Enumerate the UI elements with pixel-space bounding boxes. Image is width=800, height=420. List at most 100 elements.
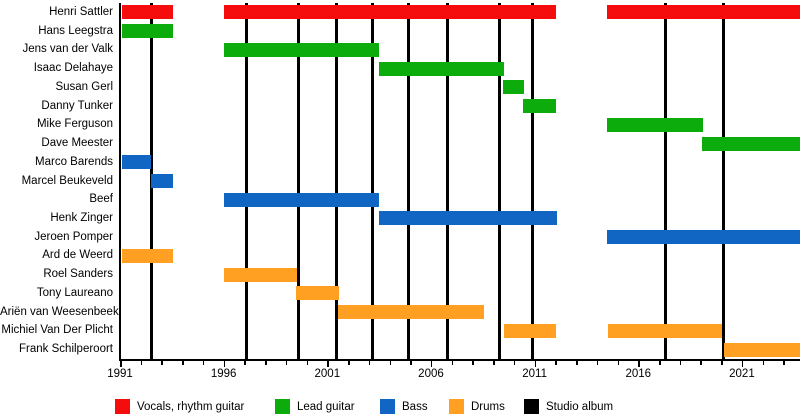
tick-label: 2006 <box>418 368 444 380</box>
y-axis-line <box>119 3 121 359</box>
legend-swatch-vocals <box>115 399 130 414</box>
major-tick <box>741 361 744 367</box>
member-label: Marco Barends <box>35 155 113 168</box>
tenure-bar-lead_guitar <box>223 42 380 57</box>
minor-tick <box>368 361 371 365</box>
minor-tick <box>762 361 765 365</box>
minor-tick <box>410 361 412 365</box>
minor-tick <box>700 361 702 365</box>
member-label: Dave Meester <box>41 137 113 150</box>
member-label: Susan Gerl <box>55 80 113 93</box>
minor-tick <box>285 361 288 365</box>
minor-tick <box>493 361 495 365</box>
legend-label: Lead guitar <box>297 401 355 413</box>
minor-tick <box>389 361 391 365</box>
tenure-bar-drums <box>608 323 723 338</box>
tenure-bar-lead_guitar <box>523 99 557 114</box>
legend-swatch-studio_album <box>524 399 539 414</box>
member-label: Henri Sattler <box>49 5 113 18</box>
tenure-bar-drums <box>122 248 173 263</box>
member-label: Henk Zinger <box>50 211 113 224</box>
tenure-bar-bass <box>223 192 380 207</box>
legend-label: Vocals, rhythm guitar <box>137 401 245 413</box>
tenure-bar-drums <box>503 323 557 338</box>
member-label: Tony Laureano <box>36 286 113 299</box>
minor-tick <box>679 361 682 365</box>
tenure-bar-lead_guitar <box>122 24 173 39</box>
member-label: Jens van der Valk <box>22 43 113 56</box>
tenure-bar-lead_guitar <box>607 117 703 132</box>
tenure-bar-drums <box>296 286 339 301</box>
minor-tick <box>265 361 267 365</box>
album-line <box>406 3 410 359</box>
tick-label: 2001 <box>314 368 341 380</box>
member-label: Hans Leegstra <box>38 24 113 37</box>
member-label: Isaac Delahaye <box>33 62 113 75</box>
minor-tick <box>140 361 143 365</box>
minor-tick <box>513 361 516 365</box>
album-line <box>663 3 667 359</box>
album-line <box>371 3 375 359</box>
tenure-bar-drums <box>223 267 298 282</box>
tenure-bar-bass <box>379 211 558 226</box>
major-tick <box>430 361 433 367</box>
member-label: Ard de Weerd <box>42 249 113 262</box>
tenure-bar-bass <box>151 174 173 188</box>
minor-tick <box>202 361 205 365</box>
album-line <box>497 3 501 359</box>
legend-swatch-lead_guitar <box>275 399 290 414</box>
album-line <box>531 3 535 359</box>
member-label: Ariën van Weesenbeek <box>0 305 119 318</box>
tick-label: 2021 <box>729 368 755 380</box>
member-label: Beef <box>89 193 113 206</box>
minor-tick <box>244 361 246 365</box>
legend-label: Bass <box>402 401 428 413</box>
minor-tick <box>576 361 578 365</box>
album-line <box>721 3 725 359</box>
album-line <box>335 3 339 359</box>
member-label: Frank Schilperoort <box>19 343 113 356</box>
tenure-bar-lead_guitar <box>502 80 525 95</box>
tick-label: 2016 <box>625 368 652 380</box>
minor-tick <box>451 361 454 365</box>
minor-tick <box>472 361 474 365</box>
minor-tick <box>306 361 309 365</box>
tenure-bar-lead_guitar <box>701 136 800 151</box>
minor-tick <box>721 361 723 365</box>
minor-tick <box>617 361 620 365</box>
minor-tick <box>161 361 163 365</box>
tenure-bar-vocals <box>607 5 800 20</box>
minor-tick <box>348 361 350 365</box>
tenure-bar-bass <box>122 155 152 170</box>
legend-swatch-drums <box>449 399 464 414</box>
member-label: Danny Tunker <box>41 99 113 112</box>
tenure-bar-bass <box>607 230 800 245</box>
major-tick <box>534 361 537 367</box>
tenure-bar-lead_guitar <box>379 61 504 76</box>
member-label: Marcel Beukeveld <box>21 174 113 187</box>
x-axis-line <box>119 359 800 361</box>
tick-label: 2011 <box>522 368 547 380</box>
member-label: Michiel Van Der Plicht <box>1 324 113 337</box>
minor-tick <box>783 361 785 365</box>
minor-tick <box>659 361 661 365</box>
legend-swatch-bass <box>380 399 395 414</box>
minor-tick <box>555 361 557 365</box>
minor-tick <box>182 361 184 365</box>
tenure-bar-vocals <box>223 5 557 20</box>
major-tick <box>223 361 226 367</box>
album-line <box>244 3 248 359</box>
major-tick <box>638 361 640 367</box>
album-line <box>296 3 300 359</box>
tenure-bar-drums <box>724 342 800 357</box>
tick-label: 1996 <box>210 368 237 380</box>
member-label: Jeroen Pomper <box>34 230 113 243</box>
member-label: Mike Ferguson <box>36 118 113 131</box>
tick-label: 1991 <box>107 368 133 380</box>
tenure-bar-drums <box>337 305 484 320</box>
tenure-bar-vocals <box>122 5 173 20</box>
major-tick <box>120 361 122 367</box>
major-tick <box>327 361 329 367</box>
album-line <box>446 3 450 359</box>
